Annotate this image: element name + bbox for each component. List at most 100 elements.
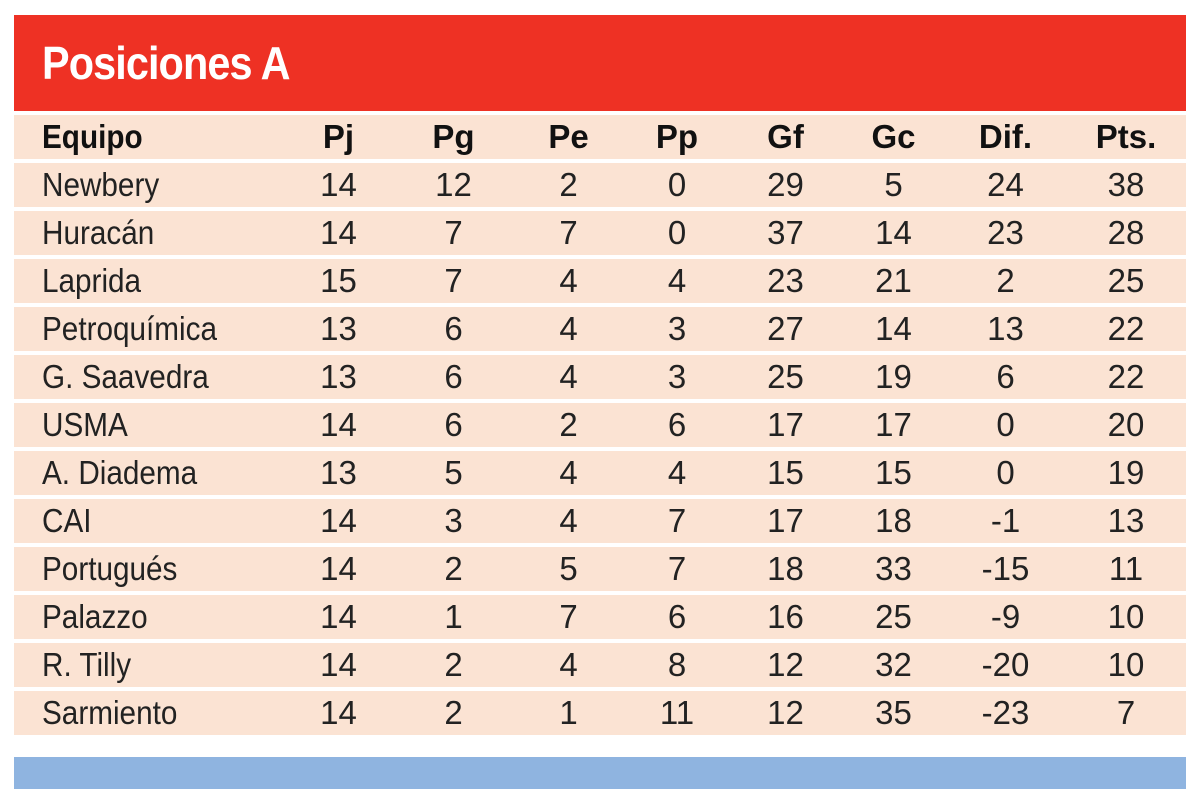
cell-gc: 14 [842, 211, 945, 255]
cell-dif: -1 [945, 499, 1066, 543]
cell-gc: 18 [842, 499, 945, 543]
cell-pp: 0 [625, 211, 729, 255]
cell-pj: 14 [282, 643, 395, 687]
cell-gf: 12 [729, 643, 842, 687]
cell-pe: 5 [512, 547, 625, 591]
cell-dif: 23 [945, 211, 1066, 255]
cell-gc: 19 [842, 355, 945, 399]
cell-pp: 3 [625, 307, 729, 351]
cell-gf: 37 [729, 211, 842, 255]
cell-dif: 0 [945, 451, 1066, 495]
cell-pe: 4 [512, 259, 625, 303]
cell-team: Huracán [14, 211, 282, 255]
cell-pe: 4 [512, 307, 625, 351]
cell-team: CAI [14, 499, 282, 543]
cell-gf: 29 [729, 163, 842, 207]
cell-team: USMA [14, 403, 282, 447]
column-header-pj: Pj [282, 115, 395, 159]
table-row: Newbery 14 12 2 0 29 5 24 38 [14, 163, 1186, 207]
cell-team: Sarmiento [14, 691, 282, 735]
cell-pg: 6 [395, 355, 512, 399]
table-row: G. Saavedra 13 6 4 3 25 19 6 22 [14, 355, 1186, 399]
cell-pe: 2 [512, 163, 625, 207]
cell-pp: 7 [625, 547, 729, 591]
cell-pts: 19 [1066, 451, 1186, 495]
cell-pe: 4 [512, 643, 625, 687]
cell-pts: 10 [1066, 595, 1186, 639]
cell-dif: -9 [945, 595, 1066, 639]
cell-pj: 14 [282, 691, 395, 735]
cell-pj: 14 [282, 547, 395, 591]
cell-pts: 13 [1066, 499, 1186, 543]
cell-pe: 7 [512, 595, 625, 639]
cell-pg: 12 [395, 163, 512, 207]
cell-pts: 25 [1066, 259, 1186, 303]
cell-pg: 2 [395, 547, 512, 591]
table-row: Huracán 14 7 7 0 37 14 23 28 [14, 211, 1186, 255]
cell-pp: 8 [625, 643, 729, 687]
cell-pe: 1 [512, 691, 625, 735]
cell-pe: 7 [512, 211, 625, 255]
cell-pg: 6 [395, 403, 512, 447]
cell-gc: 35 [842, 691, 945, 735]
column-header-pp: Pp [625, 115, 729, 159]
cell-gf: 25 [729, 355, 842, 399]
table-row: Palazzo 14 1 7 6 16 25 -9 10 [14, 595, 1186, 639]
cell-gf: 12 [729, 691, 842, 735]
cell-pj: 13 [282, 451, 395, 495]
cell-pg: 6 [395, 307, 512, 351]
cell-gc: 17 [842, 403, 945, 447]
cell-pg: 7 [395, 259, 512, 303]
table-row: Portugués 14 2 5 7 18 33 -15 11 [14, 547, 1186, 591]
cell-gc: 33 [842, 547, 945, 591]
cell-gf: 16 [729, 595, 842, 639]
cell-pj: 14 [282, 163, 395, 207]
table-row: CAI 14 3 4 7 17 18 -1 13 [14, 499, 1186, 543]
cell-team: Newbery [14, 163, 282, 207]
cell-pj: 14 [282, 211, 395, 255]
cell-gf: 23 [729, 259, 842, 303]
cell-pts: 7 [1066, 691, 1186, 735]
cell-pp: 3 [625, 355, 729, 399]
cell-dif: 2 [945, 259, 1066, 303]
cell-gc: 14 [842, 307, 945, 351]
cell-pts: 22 [1066, 307, 1186, 351]
cell-pj: 14 [282, 403, 395, 447]
cell-pp: 11 [625, 691, 729, 735]
bottom-bar [14, 757, 1186, 789]
cell-pg: 2 [395, 691, 512, 735]
cell-pg: 3 [395, 499, 512, 543]
cell-pts: 38 [1066, 163, 1186, 207]
cell-pts: 20 [1066, 403, 1186, 447]
table-row: Petroquímica 13 6 4 3 27 14 13 22 [14, 307, 1186, 351]
cell-pe: 4 [512, 499, 625, 543]
cell-gf: 15 [729, 451, 842, 495]
cell-dif: -20 [945, 643, 1066, 687]
header-row: Equipo Pj Pg Pe Pp Gf Gc Dif. Pts. [14, 115, 1186, 159]
cell-gf: 18 [729, 547, 842, 591]
table-title: Posiciones A [42, 37, 291, 89]
column-header-pts: Pts. [1066, 115, 1186, 159]
table-row: USMA 14 6 2 6 17 17 0 20 [14, 403, 1186, 447]
cell-gc: 21 [842, 259, 945, 303]
cell-pp: 0 [625, 163, 729, 207]
cell-pg: 7 [395, 211, 512, 255]
cell-pj: 13 [282, 307, 395, 351]
cell-pj: 14 [282, 499, 395, 543]
cell-gc: 25 [842, 595, 945, 639]
cell-dif: 13 [945, 307, 1066, 351]
cell-team: Palazzo [14, 595, 282, 639]
cell-pp: 6 [625, 595, 729, 639]
cell-gf: 27 [729, 307, 842, 351]
cell-gf: 17 [729, 499, 842, 543]
cell-pp: 6 [625, 403, 729, 447]
column-header-pg: Pg [395, 115, 512, 159]
column-header-dif: Dif. [945, 115, 1066, 159]
cell-pj: 13 [282, 355, 395, 399]
cell-pp: 7 [625, 499, 729, 543]
cell-gc: 5 [842, 163, 945, 207]
cell-pj: 15 [282, 259, 395, 303]
column-header-equipo: Equipo [14, 115, 282, 159]
cell-gf: 17 [729, 403, 842, 447]
cell-pg: 2 [395, 643, 512, 687]
